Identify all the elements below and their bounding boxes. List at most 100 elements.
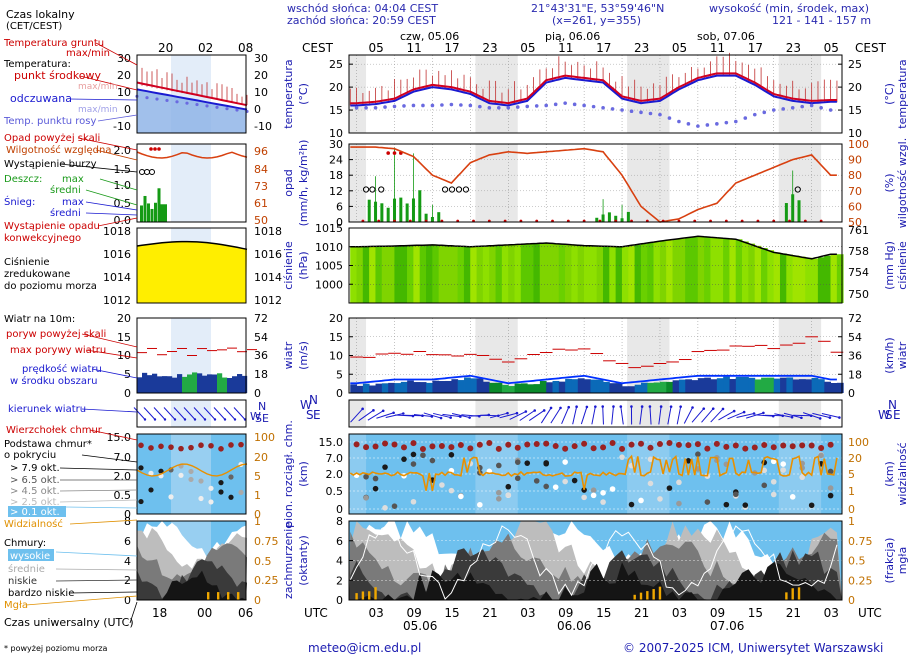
- series-line-feels-like: [350, 74, 837, 107]
- pressure-column: [451, 245, 459, 303]
- legend-high: wysokie: [10, 551, 50, 562]
- mini-tick-label: 0: [254, 103, 261, 116]
- mini-cloud-base-dot: [198, 495, 204, 502]
- cloud-base-dot: [571, 477, 578, 484]
- wind-speed-column: [609, 383, 617, 393]
- cloud-base-dot: [590, 487, 597, 493]
- cloud-base-dot: [770, 478, 777, 485]
- tick-label: 25: [329, 58, 343, 71]
- day-label-2: pią, 06.06: [545, 30, 600, 43]
- cloud-base-dot: [420, 452, 426, 459]
- wind-arrow: [489, 412, 508, 419]
- dew-point-dot: [686, 122, 691, 126]
- pressure-column: [463, 246, 471, 303]
- wind-arrow-head: [762, 411, 765, 415]
- wind-arrow: [451, 412, 470, 419]
- legend-leader-line: [25, 595, 138, 606]
- cloud-top-dot: [467, 445, 474, 452]
- pressure-column: [381, 246, 389, 303]
- tick-label: 5: [848, 468, 855, 481]
- cloud-base-dot: [543, 460, 549, 466]
- cloud-base-dot: [770, 491, 777, 498]
- cloud-top-dot: [505, 441, 512, 448]
- night-band: [627, 55, 670, 133]
- wind-arrow: [683, 407, 693, 424]
- top-hour-label: 17: [444, 41, 459, 55]
- footer-email[interactable]: meteo@icm.edu.pl: [308, 641, 421, 655]
- cloud-base-dot: [363, 473, 369, 480]
- bottom-hour-label: 09: [406, 606, 421, 620]
- mini-wind-arrow: [213, 407, 226, 420]
- cloud-layer-area: [349, 562, 842, 600]
- wind-arrow: [442, 413, 461, 418]
- mini-tick-label: 1014: [254, 271, 282, 284]
- mini-storm-marker: [149, 169, 155, 175]
- wind-arrow: [691, 408, 705, 423]
- cloud-top-dot: [628, 441, 635, 448]
- mini-tick-label: 0.25: [254, 574, 279, 587]
- tick-label: 20: [848, 452, 862, 465]
- wind-arrow-head: [752, 412, 756, 415]
- cloud-base-dot: [410, 451, 417, 458]
- axis-label-wind-right-unit: (km/h): [883, 337, 896, 373]
- cloud-base-dot: [609, 486, 616, 492]
- pressure-column: [735, 239, 743, 303]
- pressure-column: [388, 246, 395, 303]
- wind-arrow: [736, 413, 755, 418]
- mini-wind-arrow: [193, 407, 206, 420]
- panel-border-cloud: [348, 433, 843, 515]
- wind-arrow: [367, 410, 384, 421]
- legend-local-time-tz: (CET/CEST): [6, 21, 62, 32]
- pressure-column: [476, 246, 484, 303]
- axis-label-cover-left-unit: (oktanty): [297, 535, 310, 586]
- tick-label: 12: [329, 185, 343, 198]
- wind-arrow: [591, 406, 596, 425]
- tick-label: 761: [848, 224, 869, 237]
- wind-speed-column: [659, 381, 667, 393]
- top-hour-labels: 05 11 17 23 05 11 17 23 05 11 17 23 05: [369, 41, 839, 55]
- mini-cloud-base-dot: [228, 474, 234, 480]
- wind-speed-column: [571, 379, 579, 393]
- cloud-base-dot: [818, 452, 824, 459]
- wind-speed-column: [445, 380, 452, 393]
- cloud-base-dot: [410, 461, 417, 467]
- pressure-column: [419, 245, 427, 303]
- dew-point-dot: [800, 104, 804, 109]
- mini-fog-bar: [227, 592, 230, 600]
- bottom-hour-label: 09: [710, 606, 725, 620]
- cloud-top-dot: [514, 444, 521, 451]
- wind-arrow: [561, 407, 570, 424]
- wind-arrow-head: [524, 410, 528, 413]
- tick-label: 0: [336, 503, 343, 516]
- dew-point-dot: [572, 102, 577, 107]
- mini-fog-bar: [237, 592, 240, 600]
- legend-leader-line: [95, 149, 138, 161]
- dew-point-dot: [743, 116, 748, 120]
- dew-point-dot: [715, 122, 719, 126]
- mini-tick-label: 7.0: [114, 451, 132, 464]
- bottom-axis-left-label: UTC: [304, 606, 328, 620]
- wind-arrow: [812, 412, 831, 419]
- wind-arrow: [580, 406, 588, 425]
- mini-tick-label: 30: [254, 52, 268, 65]
- series-line-wind-speed: [350, 374, 837, 385]
- cloud-base-dot: [495, 462, 502, 469]
- wind-speed-column: [716, 378, 724, 393]
- wind-arrow-head: [559, 406, 562, 410]
- wind-arrow: [433, 412, 451, 419]
- mini-tick-label: 0: [254, 508, 261, 521]
- pressure-column: [482, 246, 490, 303]
- top-hour-label: 17: [596, 41, 611, 55]
- mini-wind-arrow: [163, 407, 176, 420]
- legend-leader-line: [97, 217, 138, 227]
- mini-cloud-base-dot: [138, 465, 144, 471]
- series-line-cloud-total: [349, 524, 838, 601]
- night-band: [349, 400, 367, 427]
- legend-precip-occur: Wystąpienie opadu: [4, 221, 100, 232]
- pressure-column: [754, 245, 762, 303]
- wind-speed-column: [432, 380, 440, 393]
- legend-leader-line: [59, 163, 138, 173]
- tick-label: 0: [848, 503, 855, 516]
- wind-speed-column: [729, 378, 737, 393]
